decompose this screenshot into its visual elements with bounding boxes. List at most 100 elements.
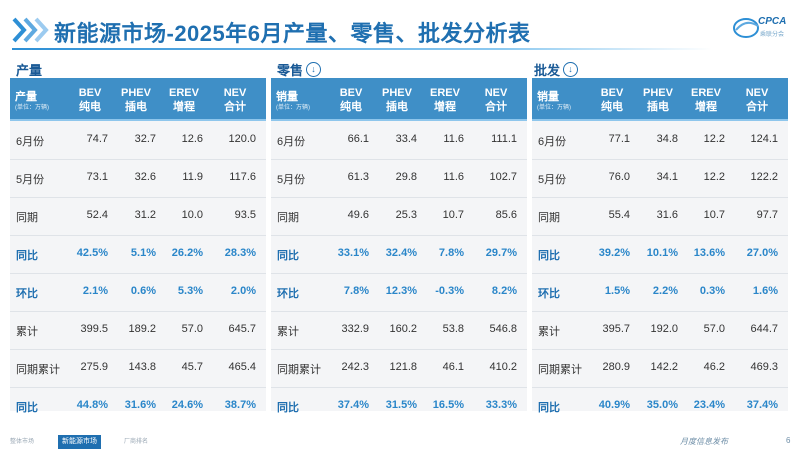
row-label: 环比: [277, 288, 299, 300]
table-header: [10, 78, 266, 121]
row-label: 同期累计: [538, 364, 582, 376]
section-title: 产量: [16, 63, 43, 78]
table-cell: 97.7: [756, 209, 778, 221]
table-cell: 74.7: [86, 133, 108, 145]
table-cell: 26.2%: [171, 247, 203, 259]
table-cell: 12.3%: [385, 285, 417, 297]
row-divider: [271, 311, 527, 312]
table-cell: 32.4%: [385, 247, 417, 259]
table-cell: 13.6%: [693, 247, 725, 259]
table-cell: 33.3%: [485, 399, 517, 411]
footer-tab-nev[interactable]: 新能源市场: [58, 435, 101, 449]
row-label: 同期: [538, 212, 560, 224]
page-title: 新能源市场-2025年6月产量、零售、批发分析表: [54, 21, 531, 46]
row-label: 同比: [16, 402, 38, 414]
table-cell: 124.1: [750, 133, 778, 145]
table-cell: 28.3%: [224, 247, 256, 259]
table-cell: 111.1: [491, 133, 517, 145]
footer-tab-ranking[interactable]: 厂商排名: [124, 439, 149, 445]
corner-header-label: 销量: [276, 91, 298, 103]
row-divider: [271, 197, 527, 198]
row-label: 6月份: [538, 136, 567, 148]
corner-header-label: 产量: [15, 91, 37, 103]
footer-tab-overall[interactable]: 整体市场: [10, 439, 35, 445]
row-divider: [532, 311, 788, 312]
row-divider: [271, 273, 527, 274]
data-table-1: 销量 (单位：万辆) BEV 纯电 PHEV 插电 EREV 增程 NEV 合计 6月份 66.1 33…: [271, 78, 527, 414]
column-header-name: 插电: [386, 101, 408, 113]
table-cell: 546.8: [489, 323, 517, 335]
table-cell: 46.2: [703, 361, 725, 373]
table-cell: 10.1%: [646, 247, 678, 259]
table-cell: 66.1: [347, 133, 369, 145]
row-divider: [271, 159, 527, 160]
table-cell: 33.1%: [337, 247, 369, 259]
column-header-name: 插电: [647, 101, 669, 113]
table-cell: 29.8: [395, 171, 417, 183]
row-divider: [271, 349, 527, 350]
row-divider: [10, 273, 266, 274]
row-divider: [271, 387, 527, 388]
row-divider: [532, 197, 788, 198]
column-header-bev: BEV 纯电: [65, 86, 115, 114]
section-title: 批发: [534, 63, 561, 78]
column-header-phev: PHEV 插电: [633, 86, 683, 114]
column-header-phev: PHEV 插电: [111, 86, 161, 114]
table-header: [532, 78, 788, 121]
table-cell: 61.3: [347, 171, 369, 183]
table-cell: 42.5%: [76, 247, 108, 259]
table-cell: 24.6%: [171, 399, 203, 411]
table-cell: 31.6: [656, 209, 678, 221]
row-label: 同比: [277, 402, 299, 414]
table-cell: 1.5%: [604, 285, 630, 297]
table-cell: 39.2%: [598, 247, 630, 259]
arrow-down-circle-icon[interactable]: ↓: [563, 62, 579, 77]
table-cell: 160.2: [389, 323, 417, 335]
table-cell: 34.1: [656, 171, 678, 183]
section-label-1: 零售 ↓: [277, 60, 322, 79]
column-header-nev: NEV 合计: [471, 86, 521, 114]
row-label: 同期: [277, 212, 299, 224]
table-cell: 29.7%: [485, 247, 517, 259]
table-background: [10, 78, 266, 411]
column-header-code: BEV: [78, 87, 102, 99]
column-header-erev: EREV 增程: [420, 86, 470, 114]
row-label: 累计: [16, 326, 38, 338]
column-header-name: 合计: [485, 101, 507, 113]
column-header-code: PHEV: [382, 87, 412, 99]
row-divider: [271, 235, 527, 236]
table-cell: 0.3%: [699, 285, 725, 297]
table-cell: 45.7: [181, 361, 203, 373]
row-divider: [532, 235, 788, 236]
row-label: 同期累计: [277, 364, 321, 376]
table-cell: 10.7: [703, 209, 725, 221]
table-cell: 121.8: [389, 361, 417, 373]
row-label: 同比: [16, 250, 38, 262]
table-cell: 469.3: [750, 361, 778, 373]
section-label-0: 产量: [16, 60, 42, 79]
table-cell: 55.4: [608, 209, 630, 221]
table-cell: 12.2: [703, 171, 725, 183]
column-header-name: 纯电: [601, 101, 623, 113]
table-cell: 280.9: [602, 361, 630, 373]
cpca-logo-icon: [733, 18, 759, 38]
row-divider: [532, 159, 788, 160]
row-label: 6月份: [16, 136, 45, 148]
table-cell: 77.1: [608, 133, 630, 145]
table-cell: 192.0: [650, 323, 678, 335]
table-cell: 33.4: [395, 133, 417, 145]
arrow-down-circle-icon[interactable]: ↓: [306, 62, 322, 77]
row-label: 同比: [538, 250, 560, 262]
column-header-code: PHEV: [643, 87, 673, 99]
column-header-bev: BEV 纯电: [326, 86, 376, 114]
table-cell: 5.3%: [177, 285, 203, 297]
table-background: [271, 78, 527, 411]
table-cell: 37.4%: [337, 399, 369, 411]
table-cell: 85.6: [495, 209, 517, 221]
table-cell: 53.8: [442, 323, 464, 335]
column-header-name: 纯电: [340, 101, 362, 113]
row-label: 同期: [16, 212, 38, 224]
table-cell: 7.8%: [438, 247, 464, 259]
row-divider: [532, 349, 788, 350]
table-cell: 73.1: [86, 171, 108, 183]
